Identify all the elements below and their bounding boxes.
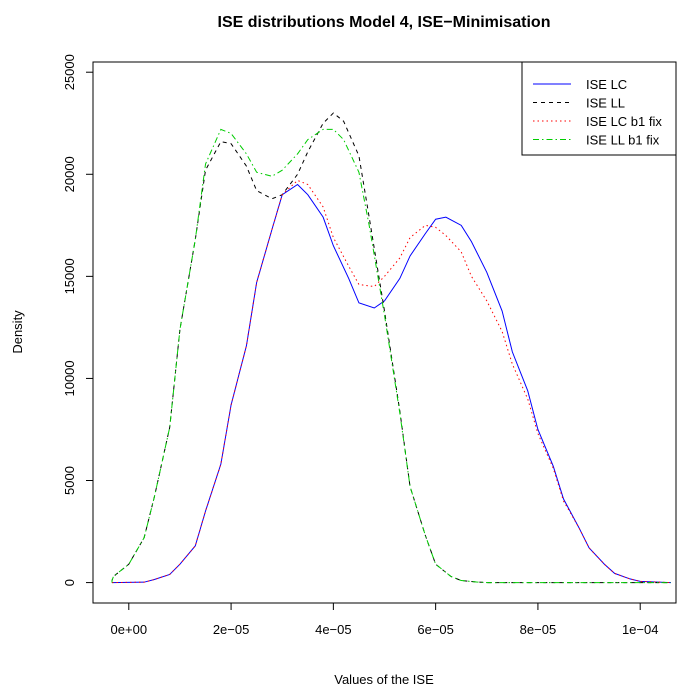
- legend: ISE LC ISE LL ISE LC b1 fix ISE LL b1 fix: [521, 61, 677, 156]
- chart-title: ISE distributions Model 4, ISE−Minimisat…: [218, 14, 551, 31]
- x-tick-label: 0e+00: [111, 622, 148, 637]
- legend-label: ISE LL b1 fix: [586, 133, 660, 148]
- y-tick-label: 0: [62, 579, 77, 586]
- series-line-1: [111, 183, 671, 584]
- x-tick-label: 2e−05: [213, 622, 250, 637]
- x-tick-label: 1e−04: [622, 622, 659, 637]
- series-layer: [111, 112, 671, 584]
- y-tick-label: 10000: [62, 360, 77, 396]
- legend-label: ISE LC: [586, 77, 627, 92]
- series-line-2: [111, 112, 671, 584]
- legend-label: ISE LL: [586, 96, 625, 111]
- x-tick-label: 4e−05: [315, 622, 352, 637]
- y-tick-label: 5000: [62, 466, 77, 495]
- series-line-4: [111, 128, 671, 584]
- x-tick-label: 6e−05: [417, 622, 454, 637]
- x-tick-label: 8e−05: [520, 622, 557, 637]
- y-axis: 0 5000 10000 15000 20000 25000: [62, 54, 93, 586]
- y-tick-label: 20000: [62, 156, 77, 192]
- y-tick-label: 15000: [62, 258, 77, 294]
- y-tick-label: 25000: [62, 54, 77, 90]
- plot-frame: [92, 61, 677, 604]
- legend-label: ISE LC b1 fix: [586, 114, 662, 129]
- y-axis-label: Density: [10, 310, 25, 354]
- x-axis: 0e+00 2e−05 4e−05 6e−05 8e−05 1e−04: [111, 603, 659, 637]
- x-axis-label: Values of the ISE: [334, 672, 434, 687]
- series-line-3: [111, 179, 671, 584]
